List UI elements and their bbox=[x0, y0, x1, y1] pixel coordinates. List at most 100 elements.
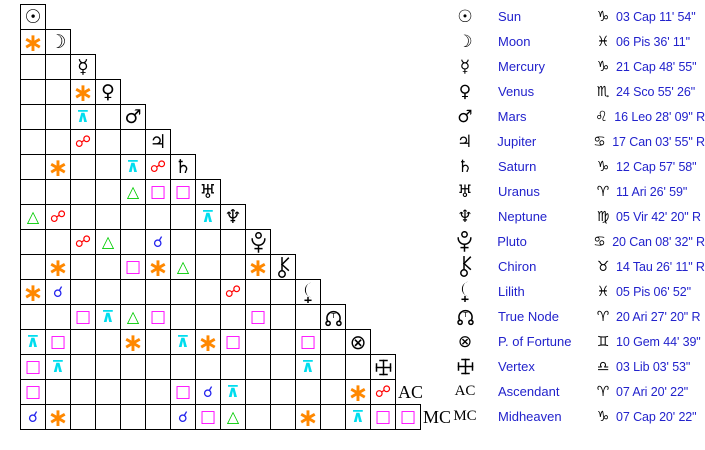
conjunction-icon: ☌ bbox=[52, 282, 64, 301]
trine-icon: △ bbox=[226, 407, 240, 426]
planet-name: Ascendant bbox=[498, 384, 560, 399]
saturn-icon: ♄ bbox=[457, 156, 473, 177]
aspect-cell-ascendant-mercury bbox=[70, 379, 96, 405]
aries-icon: ♈ bbox=[596, 308, 610, 325]
aspect-cell-mars-venus bbox=[95, 104, 121, 130]
part-of-fortune-icon: ⊗ bbox=[457, 331, 473, 352]
aspect-cell-ascendant-true-node bbox=[320, 379, 346, 405]
diagonal-planet-cell-mercury: ☿ bbox=[70, 54, 96, 80]
ascendant-label: AC bbox=[454, 383, 476, 399]
glyph-cell: ♂ bbox=[450, 107, 480, 127]
pisces-icon: ♓ bbox=[596, 33, 610, 50]
aspect-cell-vertex-lilith: ⊼ bbox=[295, 354, 321, 380]
jupiter-icon: ♃ bbox=[456, 131, 473, 152]
leo-icon: ♌ bbox=[595, 108, 608, 125]
glyph-cell: ♃ bbox=[450, 132, 479, 152]
chiron-icon bbox=[459, 256, 472, 277]
sextile-icon: ∗ bbox=[347, 377, 369, 407]
aspect-cell-midheaven-mars bbox=[120, 404, 146, 430]
position-row-uranus: ♅ Uranus ♈ 11 Ari 26' 59" bbox=[450, 179, 705, 204]
vertex-icon bbox=[457, 358, 474, 375]
trine-icon: △ bbox=[176, 257, 190, 276]
aspect-cell-p-of-fortune-mars: ∗ bbox=[120, 329, 146, 355]
aspect-cell-neptune-jupiter bbox=[145, 204, 171, 230]
sextile-icon: ∗ bbox=[47, 252, 69, 282]
aspect-cell-midheaven-moon: ∗ bbox=[45, 404, 71, 430]
neptune-icon: ♆ bbox=[224, 205, 242, 228]
opposition-icon: ☍ bbox=[49, 207, 67, 226]
sextile-icon: ∗ bbox=[122, 327, 144, 357]
diagonal-planet-cell-jupiter: ♃ bbox=[145, 129, 171, 155]
saturn-icon: ♄ bbox=[174, 155, 192, 178]
aspect-cell-true-node-moon bbox=[45, 304, 71, 330]
uranus-icon: ♅ bbox=[457, 181, 473, 202]
aspect-cell-midheaven-saturn: ☌ bbox=[170, 404, 196, 430]
glyph-cell bbox=[450, 281, 480, 302]
pluto-icon bbox=[457, 231, 472, 252]
aspect-cell-lilith-mars bbox=[120, 279, 146, 305]
aspect-cell-moon-sun: ∗ bbox=[20, 29, 46, 55]
aspect-cell-jupiter-venus bbox=[95, 129, 121, 155]
aspect-cell-chiron-mercury bbox=[70, 254, 96, 280]
aspect-cell-ascendant-neptune: ⊼ bbox=[220, 379, 246, 405]
aspect-cell-lilith-sun: ∗ bbox=[20, 279, 46, 305]
position-row-chiron: Chiron ♉ 14 Tau 26' 11" R bbox=[450, 254, 705, 279]
aspect-cell-midheaven-ascendant: □ bbox=[395, 404, 421, 430]
aspect-cell-lilith-neptune: ☍ bbox=[220, 279, 246, 305]
trine-icon: △ bbox=[126, 182, 140, 201]
planet-position: 10 Gem 44' 39" bbox=[616, 334, 701, 349]
position-row-midheaven: MC Midheaven ♑ 07 Cap 20' 22" bbox=[450, 404, 705, 429]
aspect-cell-vertex-moon: ⊼ bbox=[45, 354, 71, 380]
aspect-cell-midheaven-sun: ☌ bbox=[20, 404, 46, 430]
aspect-cell-lilith-venus bbox=[95, 279, 121, 305]
glyph-cell: ♅ bbox=[450, 182, 480, 202]
glyph-cell: ☽ bbox=[450, 32, 480, 52]
conjunction-icon: ☌ bbox=[27, 407, 39, 426]
planet-name: Neptune bbox=[498, 209, 548, 224]
square-icon: □ bbox=[24, 356, 42, 377]
conjunction-icon: ☌ bbox=[202, 382, 214, 401]
sextile-icon: ∗ bbox=[247, 252, 269, 282]
aspect-cell-mars-mercury: ⊼ bbox=[70, 104, 96, 130]
aspect-grid: ☉ ∗ ☽ ☿ ∗ ♀ ⊼ ♂ ☍ ♃ ∗ ⊼ ☍ ♄ △ □ □ ♅ △ ☍ ⊼ ♆ ☍ △ ☌ ∗ □ ∗ △ ∗ ∗ ☌ ☍ □ ⊼ △ □ □ T ⊼… bbox=[20, 4, 451, 430]
cancer-icon: ♋ bbox=[593, 133, 606, 150]
neptune-icon: ♆ bbox=[457, 206, 473, 227]
aspect-cell-lilith-pluto bbox=[245, 279, 271, 305]
aspect-cell-vertex-mercury bbox=[70, 354, 96, 380]
square-icon: □ bbox=[149, 306, 167, 327]
aspect-cell-p-of-fortune-neptune: □ bbox=[220, 329, 246, 355]
aspect-cell-saturn-moon: ∗ bbox=[45, 154, 71, 180]
glyph-cell: ☿ bbox=[450, 57, 480, 77]
glyph-cell bbox=[450, 358, 480, 375]
planet-position: 17 Can 03' 55" R bbox=[612, 134, 705, 149]
aspect-cell-vertex-true-node bbox=[320, 354, 346, 380]
aspect-cell-saturn-mars: ⊼ bbox=[120, 154, 146, 180]
lilith-icon bbox=[302, 282, 314, 303]
diagonal-planet-cell-sun: ☉ bbox=[20, 4, 46, 30]
aspect-cell-chiron-venus bbox=[95, 254, 121, 280]
aspect-cell-pluto-mars bbox=[120, 229, 146, 255]
aspect-cell-venus-moon bbox=[45, 79, 71, 105]
aspect-cell-mars-sun bbox=[20, 104, 46, 130]
planet-position: 07 Ari 20' 22" bbox=[616, 384, 689, 399]
aspect-cell-midheaven-lilith: ∗ bbox=[295, 404, 321, 430]
square-icon: □ bbox=[249, 306, 267, 327]
trine-icon: △ bbox=[126, 307, 140, 326]
aspect-cell-p-of-fortune-chiron bbox=[270, 329, 296, 355]
square-icon: □ bbox=[374, 406, 392, 427]
aspect-cell-chiron-pluto: ∗ bbox=[245, 254, 271, 280]
scorpio-icon: ♏ bbox=[596, 83, 610, 100]
square-icon: □ bbox=[399, 406, 417, 427]
sextile-icon: ∗ bbox=[22, 27, 44, 57]
position-row-saturn: ♄ Saturn ♑ 12 Cap 57' 58" bbox=[450, 154, 705, 179]
aspect-cell-midheaven-true-node bbox=[320, 404, 346, 430]
position-row-ascendant: AC Ascendant ♈ 07 Ari 20' 22" bbox=[450, 379, 705, 404]
venus-icon: ♀ bbox=[458, 81, 472, 102]
diagonal-planet-cell-true-node: T bbox=[320, 304, 346, 330]
position-row-jupiter: ♃ Jupiter ♋ 17 Can 03' 55" R bbox=[450, 129, 705, 154]
capricorn-icon: ♑ bbox=[596, 58, 610, 75]
aspect-cell-ascendant-saturn: □ bbox=[170, 379, 196, 405]
aspect-cell-venus-sun bbox=[20, 79, 46, 105]
aspect-cell-uranus-jupiter: □ bbox=[145, 179, 171, 205]
